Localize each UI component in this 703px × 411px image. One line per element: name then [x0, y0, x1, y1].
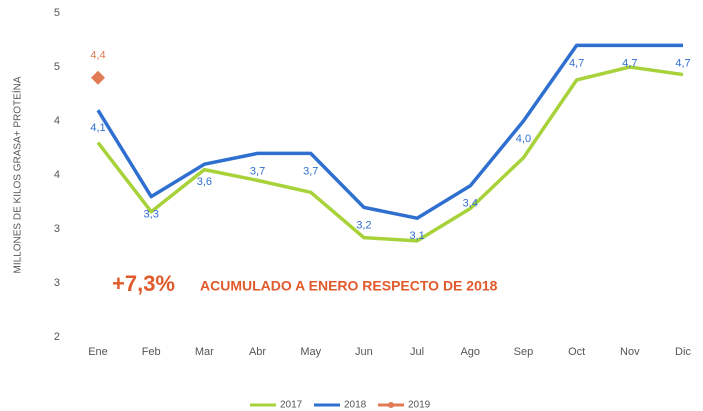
data-label: 3,2 — [356, 219, 371, 231]
data-label: 4,4 — [90, 50, 105, 62]
x-tick-label: Jun — [355, 346, 373, 358]
x-tick-label: Mar — [195, 346, 214, 358]
legend-marker — [388, 402, 394, 408]
x-tick-label: Sep — [514, 346, 534, 358]
series-line — [96, 65, 684, 243]
data-label: 4,7 — [622, 57, 637, 69]
data-label: 3,7 — [303, 165, 318, 177]
annotation-highlight: +7,3% — [112, 271, 175, 296]
legend-label: 2017 — [280, 400, 303, 411]
data-label: 4,1 — [90, 122, 105, 134]
series-line — [96, 43, 683, 220]
data-label: 3,6 — [197, 176, 212, 188]
y-tick-label: 4 — [54, 169, 60, 181]
data-label: 3,7 — [250, 165, 265, 177]
y-tick-label: 3 — [54, 277, 60, 289]
y-tick-label: 3 — [54, 223, 60, 235]
y-tick-label: 4 — [54, 115, 60, 127]
x-tick-label: May — [300, 346, 321, 358]
data-label: 4,0 — [516, 133, 531, 145]
x-tick-label: Ago — [460, 346, 480, 358]
y-axis-title: MILLONES DE KILOS GRASA+ PROTEÍNA — [11, 76, 24, 273]
y-tick-label: 2 — [54, 331, 60, 343]
legend-label: 2018 — [344, 400, 367, 411]
data-label: 4,7 — [675, 57, 690, 69]
x-tick-label: Oct — [568, 346, 585, 358]
point-marker — [91, 70, 105, 85]
data-label: 3,1 — [409, 230, 424, 242]
x-tick-label: Jul — [410, 346, 424, 358]
x-tick-label: Nov — [620, 346, 640, 358]
x-tick-label: Feb — [142, 346, 161, 358]
x-tick-label: Dic — [675, 346, 691, 358]
data-label: 3,4 — [463, 198, 478, 210]
y-tick-label: 5 — [54, 61, 60, 73]
data-label: 4,7 — [569, 57, 584, 69]
x-tick-label: Abr — [249, 346, 266, 358]
y-tick-label: 5 — [54, 7, 60, 19]
legend-label: 2019 — [408, 400, 431, 411]
x-tick-label: Ene — [88, 346, 108, 358]
data-label: 3,3 — [144, 209, 159, 221]
annotation-text: ACUMULADO A ENERO RESPECTO DE 2018 — [200, 278, 498, 294]
